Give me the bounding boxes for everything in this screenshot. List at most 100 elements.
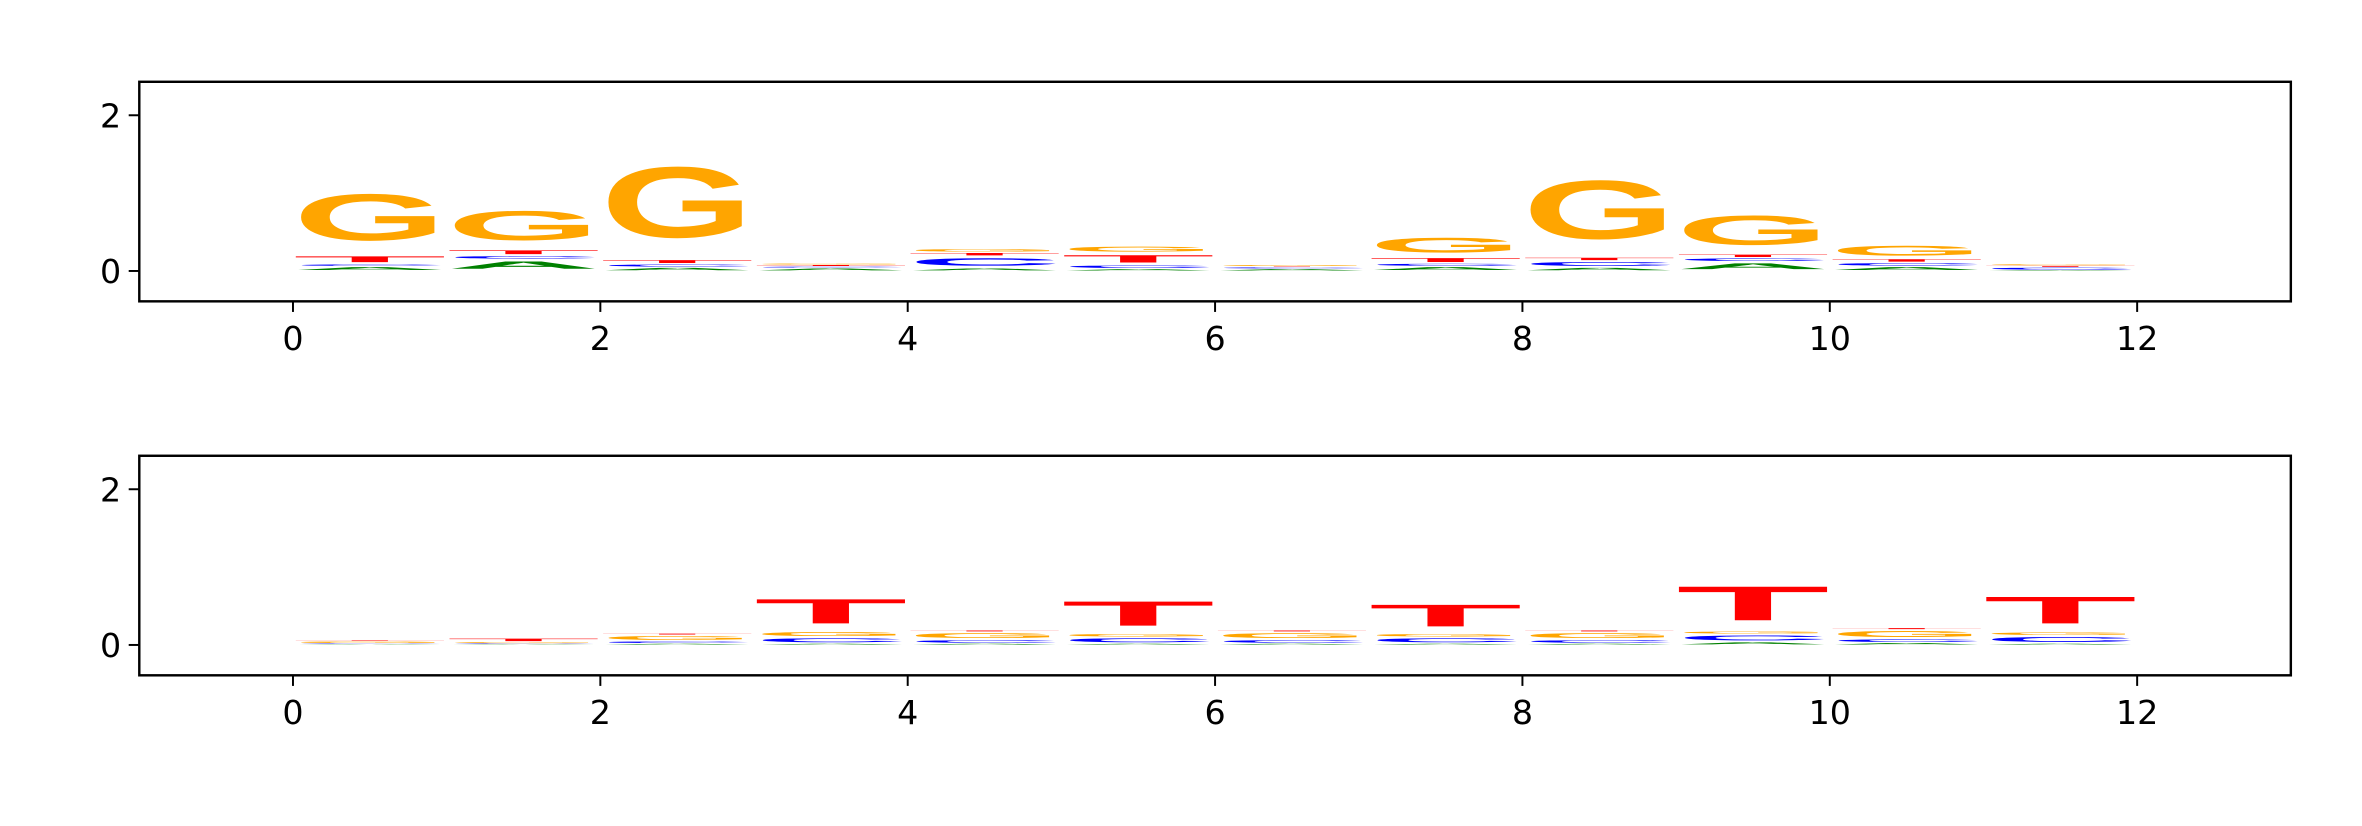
logo-letter: T: [1369, 598, 1523, 633]
logo-letter: C: [908, 256, 1062, 268]
logo-letter: T: [1676, 254, 1830, 258]
logo-letter: C: [1830, 639, 1984, 643]
logo-letter: C: [754, 637, 908, 643]
logo-panel: ACTGACTGACTGACTGACTGACTGACTGACTGACTGACTG…: [100, 80, 2293, 358]
logo-letter: A: [600, 267, 754, 271]
logo-letter: G: [1983, 264, 2137, 266]
logo-letter: A: [1215, 269, 1369, 271]
logo-letter: T: [1215, 266, 1369, 267]
logo-letter: A: [600, 643, 754, 645]
logo-letter: C: [1061, 637, 1215, 643]
logo-letter: T: [1522, 630, 1676, 632]
logo-panel: ACGTACGTACGTACGTACGTACGTACGTACGTACGTACGT…: [100, 454, 2293, 732]
logo-letter: A: [293, 644, 447, 645]
logo-letter: C: [600, 641, 754, 643]
logo-letter: C: [1215, 267, 1369, 269]
logo-letter: G: [293, 641, 447, 643]
logo-letter: A: [1983, 270, 2137, 271]
logo-letter: T: [908, 252, 1062, 256]
logo-letter: T: [600, 633, 754, 635]
x-tick-label: 12: [2116, 693, 2158, 732]
logo-letter: A: [908, 268, 1062, 271]
x-tick-label: 4: [897, 319, 918, 358]
logo-letter: A: [1830, 266, 1984, 271]
x-tick-label: 8: [1512, 693, 1533, 732]
logo-letter: C: [447, 643, 601, 644]
logo-letter: G: [447, 642, 601, 644]
logo-letter: T: [908, 630, 1062, 632]
logo-letter: T: [600, 259, 754, 264]
logo-letter: A: [1676, 642, 1830, 645]
logo-letter: T: [1983, 266, 2137, 268]
logo-letter: G: [754, 263, 908, 265]
logo-letter: T: [754, 592, 908, 631]
logo-letter: G: [1369, 233, 1523, 256]
logo-letter: G: [1061, 245, 1215, 253]
x-tick-label: 10: [1809, 693, 1851, 732]
logo-letter: T: [1830, 258, 1984, 262]
x-tick-label: 2: [590, 319, 611, 358]
logo-letter: T: [1061, 253, 1215, 265]
logo-letter: C: [908, 639, 1062, 643]
logo-letter: A: [1061, 643, 1215, 645]
x-tick-label: 10: [1809, 319, 1851, 358]
logo-letter: G: [908, 632, 1062, 640]
x-tick-label: 6: [1204, 693, 1225, 732]
logo-letter: G: [600, 146, 754, 259]
logo-letter: C: [600, 264, 754, 267]
x-tick-label: 12: [2116, 319, 2158, 358]
logo-letter: G: [1522, 632, 1676, 640]
logo-letter: C: [1983, 636, 2137, 644]
logo-letter: A: [908, 643, 1062, 645]
logo-letter: A: [447, 644, 601, 645]
x-tick-label: 2: [590, 693, 611, 732]
logo-letter: T: [447, 638, 601, 642]
logo-letter: A: [754, 268, 908, 271]
logo-letter: C: [293, 643, 447, 644]
logo-letter: G: [1061, 633, 1215, 637]
logo-letter: C: [1522, 261, 1676, 267]
logo-letter: A: [1215, 643, 1369, 645]
logo-letter: G: [1522, 164, 1676, 257]
logo-letter: G: [447, 203, 601, 250]
logo-letter: A: [1061, 269, 1215, 271]
logo-letter: G: [1215, 265, 1369, 267]
logo-letter: A: [293, 266, 447, 271]
y-tick-label: 0: [100, 626, 121, 665]
logo-letter: T: [293, 640, 447, 641]
logo-letter: T: [293, 255, 447, 264]
logo-letter: G: [600, 635, 754, 641]
logo-letter: G: [1983, 632, 2137, 636]
logo-letter: T: [447, 249, 601, 255]
logo-letter: G: [908, 248, 1062, 252]
logo-letter: C: [1983, 267, 2137, 270]
logo-letter: C: [754, 266, 908, 268]
logo-letter: C: [1369, 637, 1523, 643]
y-tick-label: 2: [100, 470, 121, 509]
logo-letter: C: [1830, 262, 1984, 266]
logo-letter: G: [1215, 632, 1369, 640]
logo-letter: A: [1522, 267, 1676, 271]
x-tick-label: 4: [897, 693, 918, 732]
logo-letter: C: [1369, 263, 1523, 266]
y-tick-label: 2: [100, 96, 121, 135]
logo-letter: C: [1676, 258, 1830, 262]
logo-letter: C: [1676, 634, 1830, 642]
logo-letter: T: [1830, 628, 1984, 630]
logo-letter: C: [293, 264, 447, 266]
logo-letter: A: [447, 259, 601, 271]
logo-letter: G: [1676, 207, 1830, 254]
logo-letter: A: [1830, 643, 1984, 645]
logo-letter: C: [447, 255, 601, 259]
logo-letter: G: [1830, 243, 1984, 259]
logo-letter: T: [1676, 576, 1830, 630]
logo-letter: T: [1522, 257, 1676, 261]
logo-letter: G: [754, 631, 908, 637]
logo-letter: A: [1522, 643, 1676, 645]
logo-letter: T: [754, 265, 908, 267]
logo-letter: A: [1676, 262, 1830, 271]
x-tick-label: 6: [1204, 319, 1225, 358]
x-tick-label: 0: [282, 693, 303, 732]
logo-letter: C: [1061, 265, 1215, 269]
